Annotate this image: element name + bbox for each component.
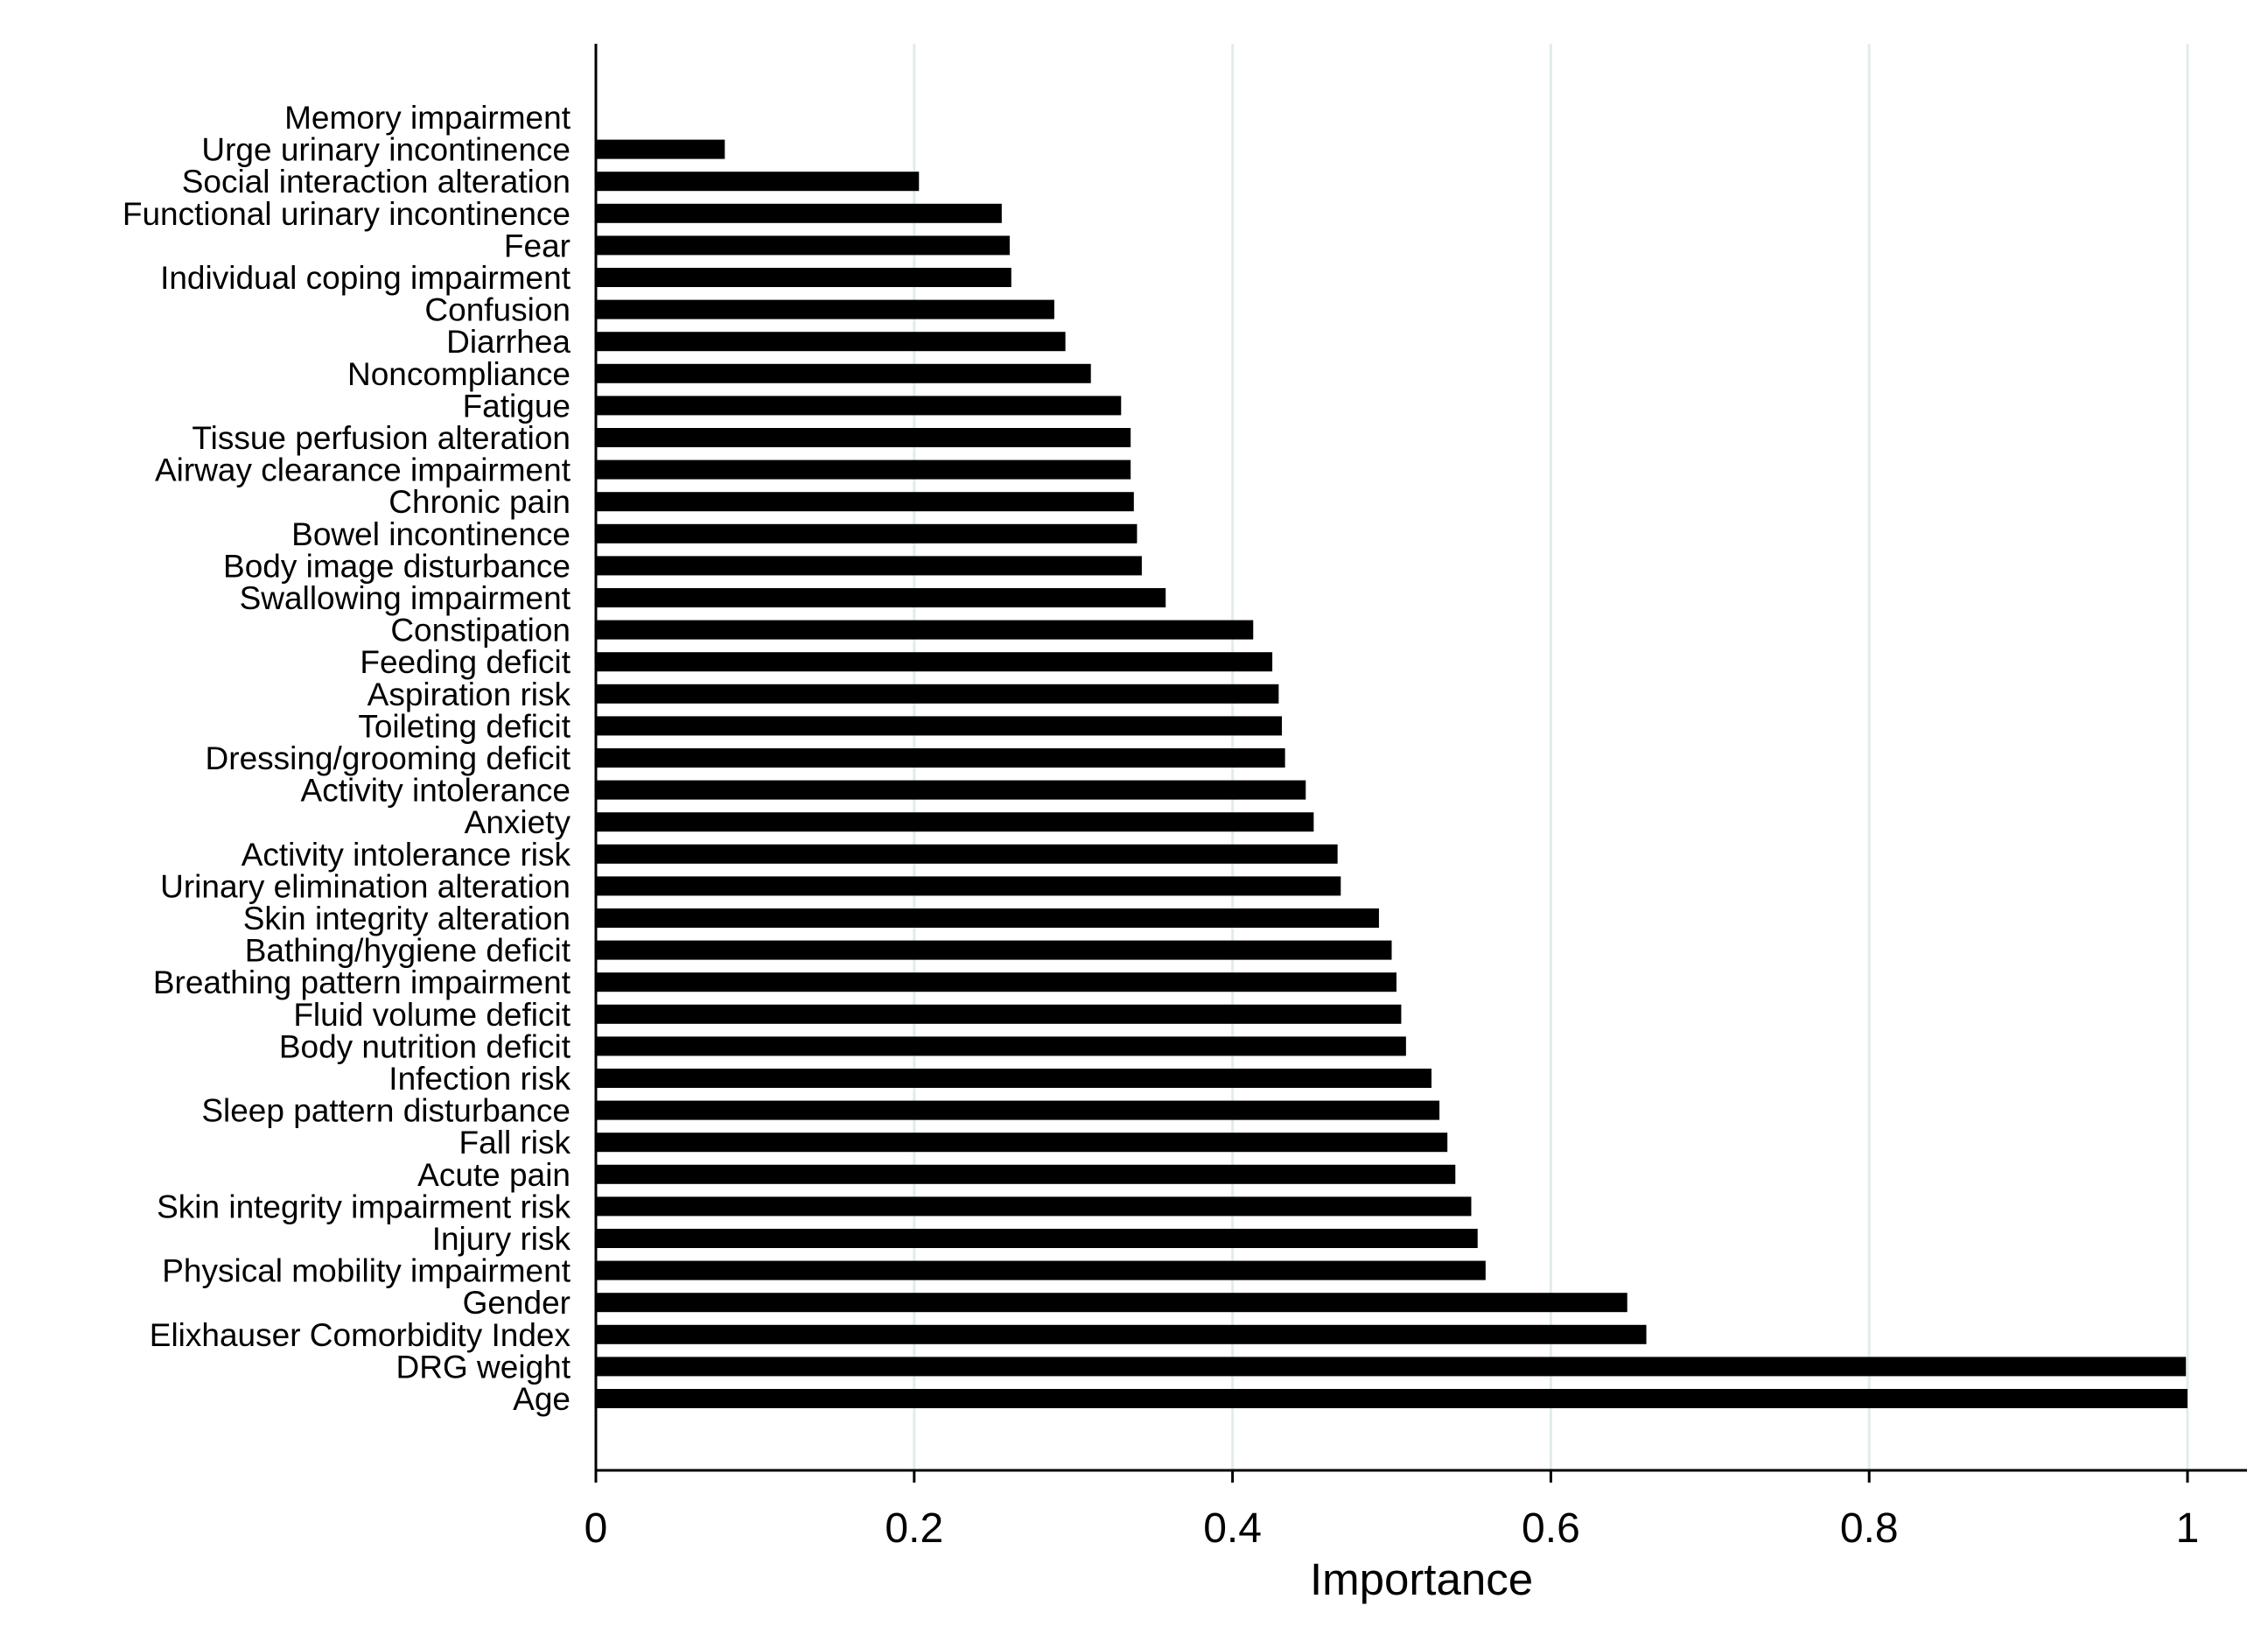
- x-tick-label-2: 0.4: [1203, 1505, 1262, 1552]
- category-label-11: Airway clearance impairment: [155, 452, 571, 488]
- bar-39: [596, 1357, 2187, 1377]
- x-axis-title: Importance: [1310, 1554, 1533, 1604]
- category-label-0: Memory impairment: [284, 100, 571, 136]
- bar-27: [596, 972, 1396, 992]
- bar-12: [596, 492, 1134, 512]
- category-label-35: Injury risk: [432, 1221, 571, 1257]
- category-label-10: Tissue perfusion alteration: [192, 420, 570, 456]
- category-label-40: Age: [513, 1381, 570, 1417]
- category-label-25: Skin integrity alteration: [243, 901, 570, 936]
- category-label-6: Confusion: [424, 292, 570, 328]
- bar-34: [596, 1196, 1472, 1217]
- bar-22: [596, 812, 1314, 832]
- bar-28: [596, 1004, 1402, 1024]
- x-tick-label-5: 1: [2176, 1505, 2200, 1552]
- bar-23: [596, 844, 1338, 864]
- category-label-31: Sleep pattern disturbance: [201, 1093, 570, 1129]
- category-label-37: Gender: [463, 1285, 570, 1321]
- category-label-30: Infection risk: [388, 1061, 570, 1097]
- category-label-21: Activity intolerance: [301, 773, 570, 809]
- bar-31: [596, 1100, 1440, 1120]
- x-tick-label-3: 0.6: [1522, 1505, 1580, 1552]
- x-axis-ticks: 0 0.2 0.4 0.6 0.8 1: [584, 1470, 2200, 1552]
- bar-35: [596, 1229, 1478, 1248]
- bar-6: [596, 299, 1054, 319]
- category-label-19: Toileting deficit: [358, 708, 570, 744]
- category-label-14: Body image disturbance: [223, 548, 570, 584]
- bars: [596, 139, 2188, 1408]
- bar-7: [596, 332, 1066, 352]
- category-label-32: Fall risk: [459, 1125, 571, 1161]
- bar-15: [596, 588, 1166, 607]
- bar-4: [596, 235, 1010, 256]
- bar-21: [596, 780, 1306, 800]
- bar-24: [596, 876, 1341, 896]
- bar-26: [596, 940, 1392, 960]
- bar-17: [596, 652, 1273, 672]
- bar-3: [596, 203, 1002, 223]
- bar-9: [596, 396, 1122, 416]
- category-label-3: Functional urinary incontinence: [122, 196, 570, 232]
- bar-16: [596, 620, 1254, 640]
- category-label-28: Fluid volume deficit: [293, 997, 570, 1033]
- category-label-2: Social interaction alteration: [182, 164, 570, 200]
- category-label-7: Diarrhea: [446, 324, 570, 360]
- category-label-9: Fatigue: [463, 388, 570, 424]
- category-label-24: Urinary elimination alteration: [160, 868, 570, 904]
- category-label-20: Dressing/grooming deficit: [206, 740, 571, 776]
- category-label-17: Feeding deficit: [360, 644, 570, 680]
- bar-2: [596, 172, 920, 192]
- bar-30: [596, 1069, 1432, 1088]
- bar-36: [596, 1260, 1486, 1280]
- category-label-23: Activity intolerance risk: [242, 837, 571, 873]
- category-label-22: Anxiety: [465, 804, 571, 840]
- bar-25: [596, 908, 1379, 928]
- category-label-26: Bathing/hygiene deficit: [245, 933, 571, 969]
- category-label-16: Constipation: [390, 613, 570, 649]
- category-label-29: Body nutrition deficit: [279, 1028, 571, 1064]
- category-label-8: Noncompliance: [347, 356, 570, 392]
- bar-32: [596, 1133, 1448, 1153]
- category-label-39: DRG weight: [396, 1349, 571, 1385]
- category-label-27: Breathing pattern impairment: [153, 964, 571, 1000]
- category-label-13: Bowel incontinence: [291, 516, 570, 552]
- category-label-33: Acute pain: [417, 1157, 570, 1193]
- bar-33: [596, 1164, 1456, 1184]
- category-label-15: Swallowing impairment: [240, 580, 571, 616]
- category-label-18: Aspiration risk: [368, 677, 571, 712]
- category-label-4: Fear: [504, 228, 570, 263]
- x-tick-label-4: 0.8: [1840, 1505, 1899, 1552]
- bar-19: [596, 716, 1282, 736]
- category-label-12: Chronic pain: [388, 484, 570, 520]
- x-tick-label-0: 0: [584, 1505, 608, 1552]
- bar-40: [596, 1389, 2188, 1408]
- bar-18: [596, 684, 1279, 704]
- category-label-5: Individual coping impairment: [160, 260, 571, 296]
- bar-29: [596, 1036, 1406, 1056]
- bar-14: [596, 556, 1142, 576]
- category-label-1: Urge urinary incontinence: [201, 132, 570, 168]
- bar-8: [596, 363, 1091, 383]
- bar-11: [596, 459, 1131, 480]
- bar-5: [596, 268, 1012, 287]
- bar-20: [596, 748, 1285, 768]
- x-tick-label-1: 0.2: [885, 1505, 943, 1552]
- category-label-38: Elixhauser Comorbidity Index: [150, 1317, 571, 1353]
- category-label-34: Skin integrity impairment risk: [157, 1189, 570, 1224]
- bar-37: [596, 1293, 1628, 1313]
- category-label-36: Physical mobility impairment: [162, 1253, 570, 1289]
- bar-10: [596, 428, 1131, 447]
- bar-1: [596, 139, 725, 159]
- bar-38: [596, 1324, 1647, 1344]
- bar-13: [596, 523, 1138, 543]
